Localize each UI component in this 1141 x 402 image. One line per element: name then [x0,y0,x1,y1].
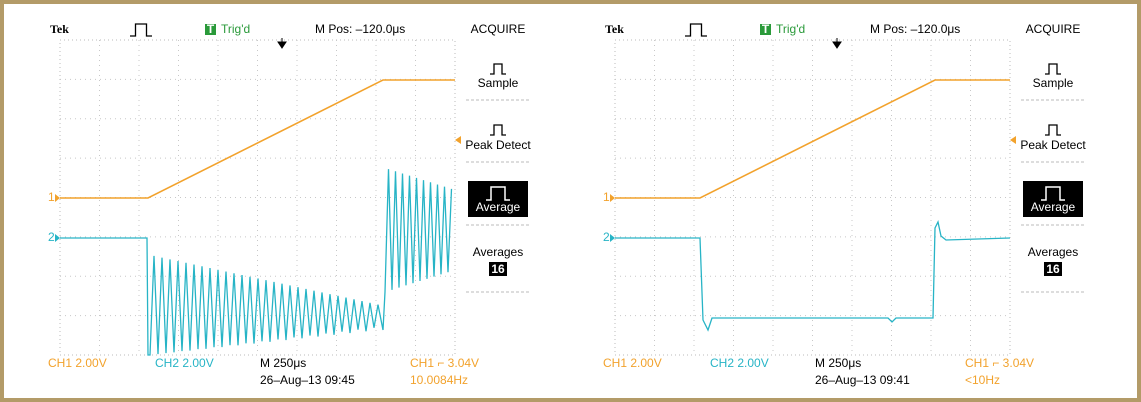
timebase: M 250μs [815,356,861,370]
ch2-marker-arrow [55,234,60,242]
date-time: 26–Aug–13 09:45 [260,373,355,387]
trigger-setting: CH1 ⌐ 3.04V [410,356,479,370]
ch2-trace [60,169,452,355]
pulse-icon [685,24,707,36]
m-pos: M Pos: –120.0μs [870,22,960,36]
trigger-icon: T [762,22,770,36]
pulse-icon [130,24,152,36]
pulse-icon [1045,64,1061,74]
pulse-icon [490,64,506,74]
ch1-scale: CH1 2.00V [48,356,107,370]
menu-title: ACQUIRE [1026,22,1081,36]
ch1-marker: 1 [603,190,610,204]
menu-item: Average [476,200,521,214]
ch2-scale: CH2 2.00V [155,356,214,370]
screenshot: Tek T Trig'd M Pos: –120.0μs 1 2 ACQUIRE Sample… [0,0,1141,402]
menu-item: Peak Detect [465,138,531,152]
pulse-icon [1045,125,1061,135]
brand: Tek [50,22,69,36]
ch1-scale: CH1 2.00V [603,356,662,370]
oscilloscope: Tek T Trig'd M Pos: –120.0μs 1 2 ACQUIRE Sample… [48,22,531,387]
trigger-status: Trig'd [221,22,250,36]
menu-item: Average [1031,200,1076,214]
trigger-icon: T [207,22,215,36]
menu-title: ACQUIRE [471,22,526,36]
ch2-marker: 2 [603,230,610,244]
date-time: 26–Aug–13 09:41 [815,373,910,387]
brand: Tek [605,22,624,36]
frequency: 10.0084Hz [410,373,468,387]
m-pos: M Pos: –120.0μs [315,22,405,36]
trigger-level-arrow [455,136,461,144]
ch1-marker-arrow [610,194,615,202]
menu-item: Sample [1033,76,1074,90]
trigger-setting: CH1 ⌐ 3.04V [965,356,1034,370]
ch1-marker-arrow [55,194,60,202]
trigger-level-arrow [1010,136,1016,144]
frame [2,2,1139,400]
averages-label: Averages [1028,245,1078,259]
ch2-marker: 2 [48,230,55,244]
menu-item: Sample [478,76,519,90]
ch2-scale: CH2 2.00V [710,356,769,370]
averages-value: 16 [1046,262,1060,276]
ch1-marker: 1 [48,190,55,204]
pulse-icon [490,125,506,135]
menu-item: Peak Detect [1020,138,1086,152]
timebase: M 250μs [260,356,306,370]
trigger-status: Trig'd [776,22,805,36]
averages-label: Averages [473,245,523,259]
oscilloscope: Tek T Trig'd M Pos: –120.0μs 1 2 ACQUIRE Sample… [603,22,1086,387]
averages-value: 16 [491,262,505,276]
ch2-marker-arrow [610,234,615,242]
frequency: <10Hz [965,373,1000,387]
